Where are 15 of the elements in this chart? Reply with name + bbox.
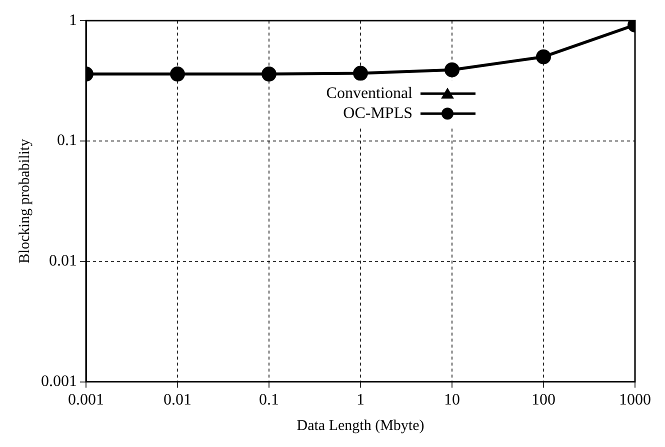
x-axis-title: Data Length (Mbyte) [296,418,424,434]
x-tick-label: 10 [444,392,460,409]
x-tick-label: 1000 [619,392,651,409]
y-tick-label: 0.01 [49,252,77,270]
x-tick-label: 0.001 [68,392,104,409]
x-tick-label: 0.1 [259,392,279,409]
x-tick-label: 100 [532,392,556,409]
x-tick-label: 0.01 [164,392,192,409]
legend-label: Conventional [326,84,414,102]
y-axis-title: Blocking probability [16,138,33,264]
y-tick-label: 0.1 [57,132,77,150]
y-tick-label: 1 [69,12,77,29]
y-tick-label: 0.001 [41,373,77,390]
legend-label: OC-MPLS [343,104,412,122]
x-tick-label: 1 [356,392,364,409]
